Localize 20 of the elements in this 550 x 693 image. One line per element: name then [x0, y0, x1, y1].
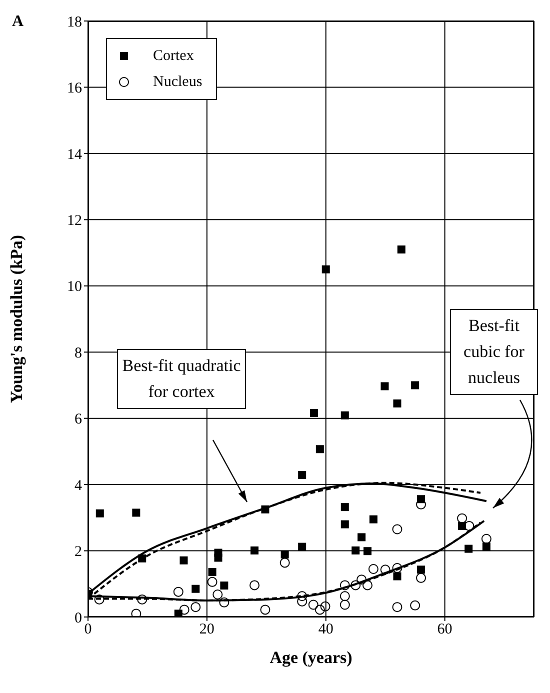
x-tick-label: 60 — [437, 622, 452, 638]
chart-title: A — [12, 13, 24, 31]
legend-label: Cortex — [153, 47, 194, 66]
y-tick-label: 16 — [67, 80, 82, 97]
annotation: Best-fit cubic for nucleus — [450, 309, 538, 395]
y-tick-label: 8 — [74, 345, 82, 362]
x-tick-label: 20 — [199, 622, 214, 638]
y-tick-label: 14 — [67, 146, 82, 163]
x-tick-label: 40 — [318, 622, 334, 638]
y-axis-title: Young's modulus (kPa) — [7, 234, 26, 404]
y-tick-label: 6 — [74, 412, 82, 428]
y-tick-label: 0 — [74, 610, 82, 626]
y-tick-label: 10 — [67, 279, 82, 296]
y-tick-label: 4 — [74, 478, 82, 494]
y-tick-label: 18 — [67, 14, 82, 30]
x-axis-title: Age (years) — [270, 648, 352, 667]
annotation: Best-fit quadratic for cortex — [117, 349, 246, 409]
y-tick-label: 2 — [74, 544, 82, 560]
legend-label: Nucleus — [153, 73, 202, 92]
y-tick-label: 12 — [67, 212, 82, 229]
